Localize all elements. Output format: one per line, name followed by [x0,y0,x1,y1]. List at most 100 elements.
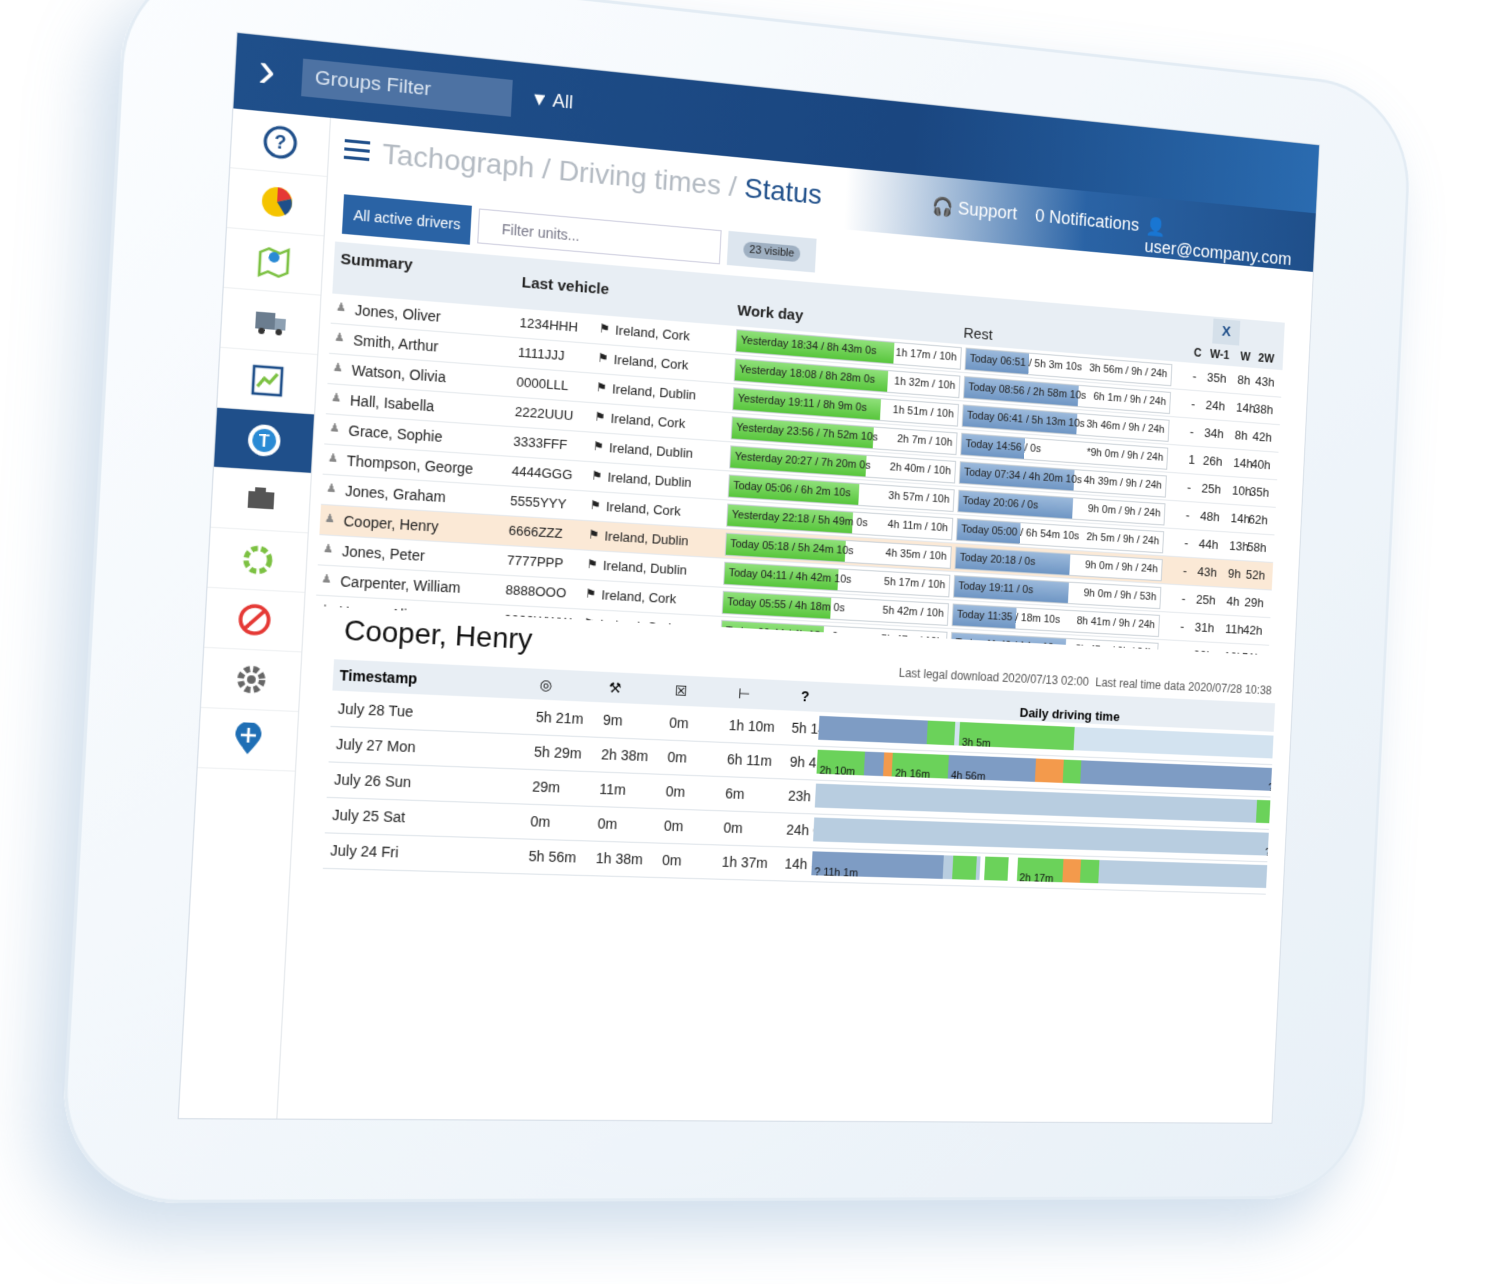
user-label: user@company.com [1144,236,1292,269]
c-value: - [1187,480,1192,495]
timeline-segment [1050,726,1074,750]
w-value: 9h [1228,566,1242,581]
vehicle: 1234HHH [519,315,578,335]
nav-item[interactable] [227,168,327,236]
nav-item[interactable] [217,348,317,415]
rest-icon: ⊢ [738,685,751,703]
nav-item[interactable] [211,468,311,534]
work-remaining: 1h 32m / 10h [894,375,956,391]
support[interactable]: 🎧 Support [931,196,1017,225]
svg-text:T: T [258,432,270,451]
col-workday[interactable]: Work day [737,302,804,324]
export-button[interactable]: X [1212,319,1240,346]
svg-text:?: ? [274,131,287,154]
w-value: 8h [1237,372,1251,387]
timeline-label: 3h 5m [961,731,991,749]
menu-toggle[interactable]: › [233,33,299,115]
duration: 0m [664,817,684,834]
w1-value: 34h [1204,425,1224,441]
c-value: - [1181,591,1186,606]
col-summary[interactable]: Summary [340,250,413,274]
nav-item[interactable] [204,588,304,653]
date: July 26 Sun [334,771,412,790]
duration: 5h 21m [535,709,583,727]
w1-value: 44h [1198,536,1218,552]
c-value: - [1185,508,1190,523]
duration: 5h 29m [534,743,582,761]
duration: 0m [662,852,682,869]
col-c: C [1193,346,1201,360]
w2-value: 42h [1252,429,1272,445]
w1-value: 25h [1196,592,1216,607]
w1-value: 43h [1197,564,1217,580]
driver-name: Watson, Olivia [351,362,446,385]
timeline-segment: ? 11h 1m [811,851,944,879]
tab[interactable]: All active drivers [342,194,472,245]
timeline-label: ? 14h 56m [1268,776,1272,790]
nav-item[interactable] [220,288,320,355]
groups-filter[interactable]: Groups Filter [301,59,513,117]
c-value: - [1192,369,1197,384]
vehicle: 0000LLL [516,374,569,393]
work-remaining: 3h 57m / 10h [888,490,950,506]
nav-item[interactable] [224,228,324,296]
pin-icon: ⚑ [588,527,600,542]
duration: 1h 37m [721,854,768,871]
vehicle: 5555YYY [510,493,567,512]
notifications[interactable]: 0 Notifications [1035,206,1140,236]
vehicle: 8888OOO [505,582,566,601]
driver-name: Jones, Peter [342,543,426,564]
duration: 0m [667,749,687,766]
pin-icon: ⚑ [597,351,609,366]
timestamp-header[interactable]: Timestamp [339,667,418,687]
timeline-label: 2h 10m [819,759,856,776]
visible-count[interactable]: 23 visible [727,231,817,273]
driver-icon: ♟ [332,360,343,374]
c-value: 1 [1188,452,1195,467]
detail-panel: Cooper, Henry Last legal download 2020/0… [288,606,1286,1123]
rest-remaining: *9h 0m / 9h / 24h [1086,447,1163,464]
rest-remaining: 9h 0m / 9h / 53h [1083,587,1156,603]
nav-item[interactable] [198,708,298,772]
rest-remaining: 8h 41m / 9h / 24h [1076,615,1155,631]
timeline-segment: ? 14h 56m [1080,760,1271,791]
breadcrumb-separator: / [728,171,737,203]
timeline-segment: 2h 10m [817,750,866,776]
rest-remaining: 3h 56m / 9h / 24h [1089,362,1168,380]
timeline-segment [984,857,1008,881]
duration: 2h 38m [601,746,649,764]
col-vehicle[interactable]: Last vehicle [521,274,609,299]
nav-item[interactable]: T [214,408,314,474]
user[interactable]: 👤 user@company.com [1144,216,1315,272]
duration: 0m [530,813,551,830]
driver-icon: ♟ [334,330,345,344]
breadcrumb-item: Tachograph [381,137,535,183]
w1-value: 24h [1205,398,1225,414]
rest-remaining: 4h 39m / 9h / 24h [1083,475,1162,492]
col-rest[interactable]: Rest [963,325,993,344]
timeline-label: ? 55h 44m [1265,841,1269,855]
group-select[interactable]: ▼ All [530,88,574,114]
nav-item[interactable] [201,648,301,712]
hamburger[interactable] [344,138,373,163]
pin-icon: ⚑ [585,586,597,601]
duration: 0m [723,819,743,836]
date: July 24 Fri [330,842,399,861]
nav-item[interactable]: ? [230,108,330,177]
c-value: - [1180,619,1185,634]
nav-icon [256,243,292,279]
nav-item[interactable] [207,528,307,593]
rest-remaining: 9h 0m / 9h / 24h [1085,559,1158,575]
last-real: Last real time data 2020/07/28 10:38 [1095,675,1272,697]
vehicle: 6666ZZZ [508,523,563,542]
nav-icon [233,662,269,697]
work-remaining: 2h 40m / 10h [890,461,952,477]
location: Ireland, Dublin [607,469,692,490]
driver-icon: ♟ [327,451,338,465]
timeline-segment [864,752,884,777]
location: Ireland, Cork [613,352,688,373]
w2-value: 35h [1250,484,1270,500]
w2-value: 40h [1251,457,1271,473]
